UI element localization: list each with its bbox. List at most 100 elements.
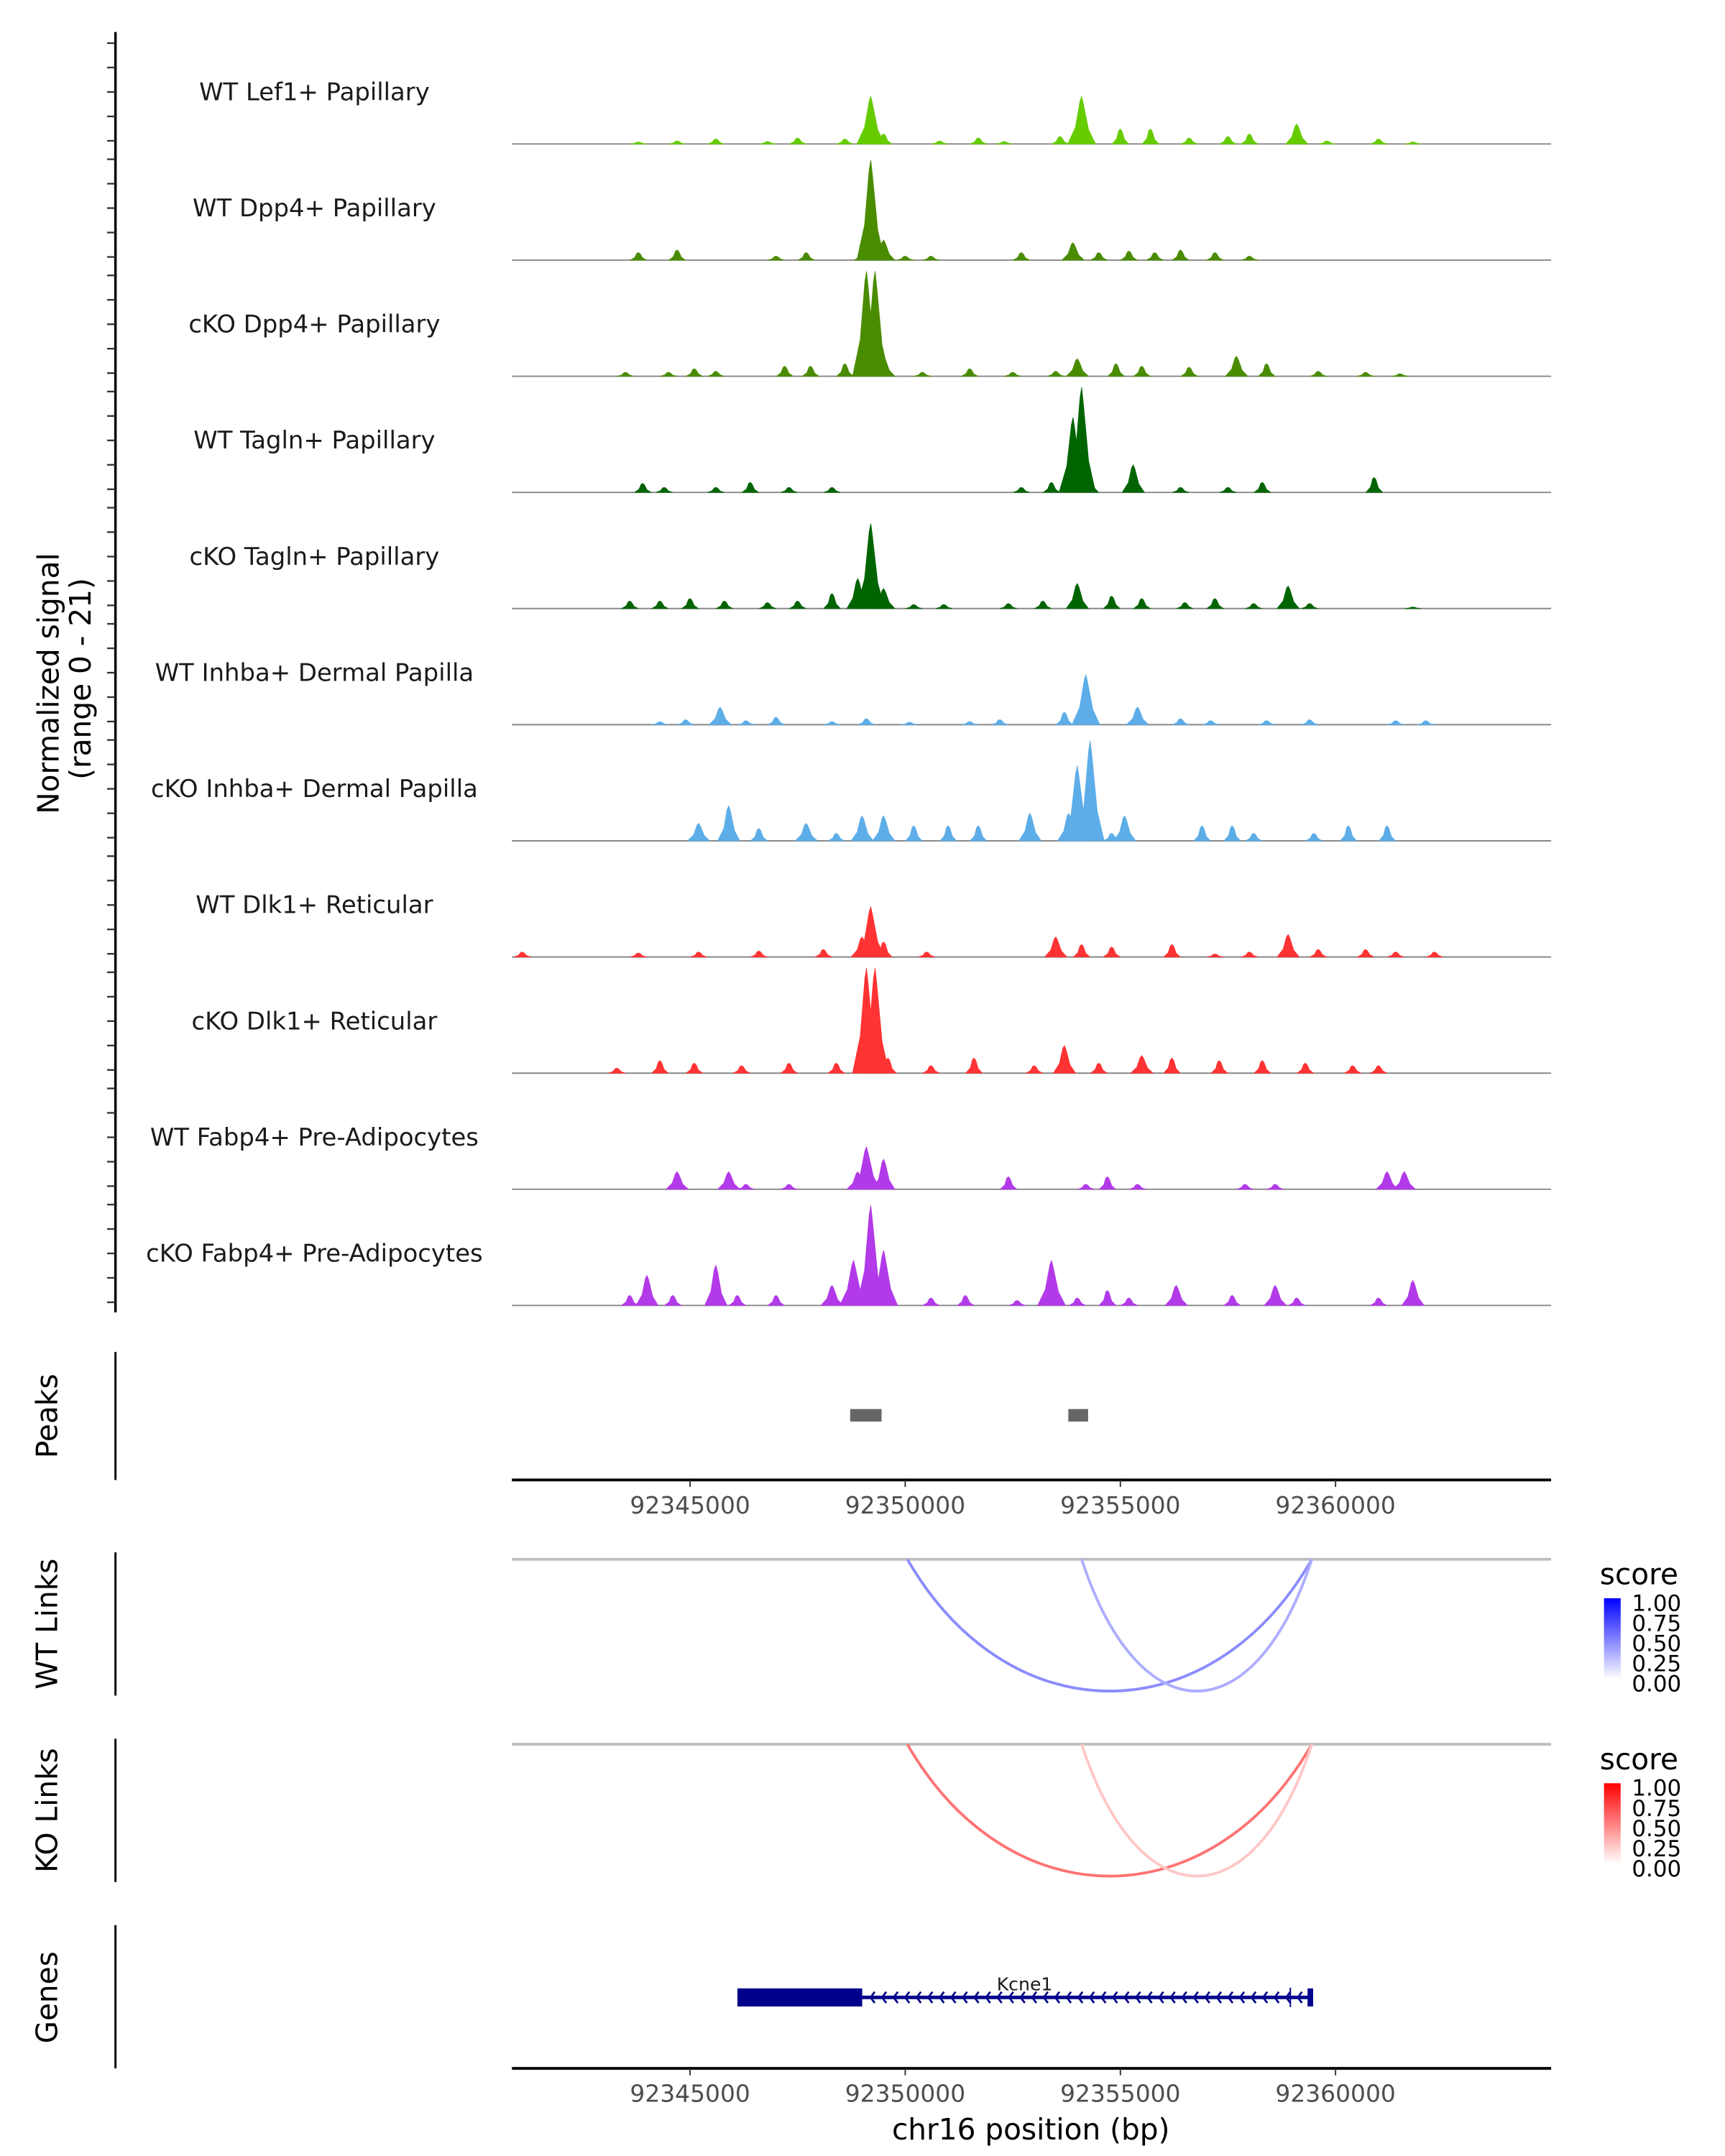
coverage-peak [1263,1284,1287,1306]
coverage-peak [1172,487,1190,493]
legend-tick-label: 0.25 [1632,1651,1681,1677]
y-axis-title: Normalized signal (range 0 - 21) [31,543,98,814]
strand-arrow-icon [1238,1991,1246,2004]
coverage-peak [668,249,686,261]
coverage-peak [823,721,841,725]
coverage-track: cKO Dlk1+ Reticular [192,968,1552,1074]
coverage-track: cKO Dpp4+ Papillary [188,271,1552,377]
coverage-peak [1033,600,1052,609]
coverage-peak [1065,583,1090,609]
coverage-peak [737,720,755,725]
coverage-peak [1387,952,1404,958]
coverage-peak [1365,476,1384,493]
coverage-peak [872,588,896,609]
coverage-peak [1426,952,1443,958]
coverage-peak [1171,249,1190,261]
legend-tick-label: 0.25 [1632,1836,1681,1862]
track-label: cKO Fabp4+ Pre-Adipocytes [146,1239,483,1267]
link-arc [1080,1559,1314,1693]
x-tick-label: 92360000 [1275,1491,1395,1519]
coverage-peak [741,482,760,493]
strand-arrow-icon [915,1991,922,2004]
coverage-peak [1076,740,1105,842]
coverage-peak [717,805,741,842]
coverage-peak [794,823,819,842]
coverage-peak [750,950,768,958]
strand-arrow-icon [1146,1991,1153,2004]
coverage-peak [939,825,957,842]
legend-title: score [1600,1557,1678,1592]
coverage-peak [1098,1176,1117,1190]
coverage-peak [686,823,711,842]
coverage-peak [629,252,648,261]
gene-exon [1307,1988,1313,2007]
strand-arrow-icon [1169,1991,1176,2004]
coverage-peak [651,721,668,725]
coverage-peak [1012,252,1030,261]
coverage-peak [1305,833,1322,842]
coverage-peak [1047,371,1064,377]
peak-region [850,1409,882,1422]
coverage-peak [931,140,949,144]
coverage-peak [690,952,707,958]
strand-arrow-icon [869,1991,876,2004]
coverage-peak [1276,934,1300,958]
coverage-peak [707,487,724,493]
coverage-peak [1225,356,1248,377]
gene-name: Kcne1 [997,1974,1053,1995]
coverage-peak [1244,833,1263,842]
strand-arrow-icon [1158,1991,1164,2004]
coverage-track: cKO Inhba+ Dermal Papilla [151,740,1552,842]
coverage-peak [788,600,806,609]
coverage-peak [995,141,1013,144]
coverage-peak [1241,255,1259,261]
coverage-peak [759,602,776,609]
coverage-peak [1072,944,1091,958]
coverage-peak [608,1067,626,1074]
y-axis-title-line1: Normalized signal [31,553,65,814]
coverage-peak [850,815,874,842]
x-tick-label: 92345000 [630,2080,750,2108]
coverage-peak [707,138,724,144]
coverage-peak [1145,252,1164,261]
strand-arrow-icon [1284,1991,1292,2004]
strand-arrow-icon [880,1991,888,2004]
coverage-peak [1141,128,1160,144]
coverage-peak [1404,607,1422,609]
coverage-peak [1392,373,1409,377]
coverage-peak [665,1171,689,1190]
coverage-peak [1417,720,1435,725]
legend-title: score [1600,1742,1678,1777]
coverage-peak [1370,138,1387,144]
coverage-track: WT Dlk1+ Reticular [196,891,1552,958]
coverage-peak [1163,1057,1182,1074]
coverage-peak [1071,673,1100,725]
y-axis-title-line2: (range 0 - 21) [63,578,98,780]
coverage-peak [707,371,724,377]
link-arc [906,1743,1313,1878]
legend-tick-label: 0.50 [1632,1816,1681,1842]
track-label: WT Fabp4+ Pre-Adipocytes [150,1123,479,1151]
coverage-track: WT Tagln+ Papillary [193,387,1552,494]
link-arc [906,1558,1313,1693]
coverage-peak [685,368,703,377]
x-axis-bottom: 92345000 92350000 92355000 92360000 [512,2067,1552,2108]
coverage-peak [1218,136,1237,144]
genes-track: Kcne1 [737,1974,1313,2007]
coverage-peak [663,1295,682,1306]
coverage-peak [991,719,1008,725]
strand-arrow-icon [903,1991,911,2004]
strand-arrow-icon [996,1991,1003,2004]
coverage-peak [872,1158,896,1190]
strand-arrow-icon [1054,1991,1061,2004]
coverage-peak [856,160,886,261]
coverage-peak [513,952,531,958]
strand-arrow-icon [962,1991,968,2004]
strand-arrow-icon [1250,1991,1257,2004]
coverage-peak [1126,706,1150,725]
coverage-track: cKO Tagln+ Papillary [190,523,1552,609]
strand-arrow-icon [973,1991,980,2004]
coverage-peak [1179,367,1199,377]
coverage-peak [635,1274,659,1306]
